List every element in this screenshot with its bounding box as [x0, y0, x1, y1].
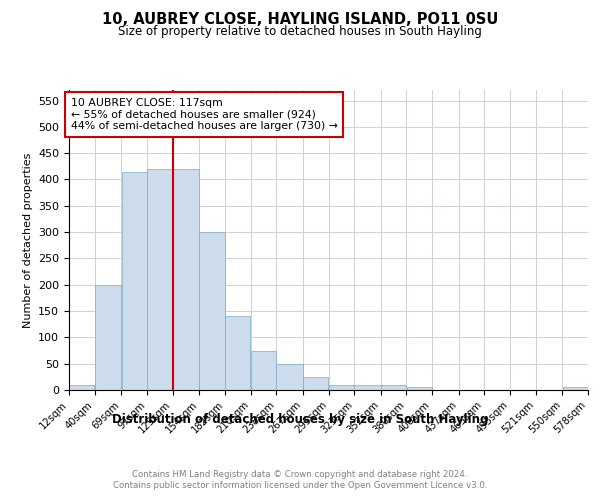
Text: Size of property relative to detached houses in South Hayling: Size of property relative to detached ho… — [118, 25, 482, 38]
Bar — [303, 377, 328, 390]
Text: Contains HM Land Registry data © Crown copyright and database right 2024.: Contains HM Land Registry data © Crown c… — [132, 470, 468, 479]
Bar — [122, 172, 146, 390]
Bar — [95, 284, 121, 390]
Text: Contains public sector information licensed under the Open Government Licence v3: Contains public sector information licen… — [113, 481, 487, 490]
Text: 10 AUBREY CLOSE: 117sqm
← 55% of detached houses are smaller (924)
44% of semi-d: 10 AUBREY CLOSE: 117sqm ← 55% of detache… — [71, 98, 338, 131]
Y-axis label: Number of detached properties: Number of detached properties — [23, 152, 32, 328]
Bar — [355, 384, 380, 390]
Bar — [199, 232, 224, 390]
Bar — [147, 169, 172, 390]
Bar — [173, 169, 199, 390]
Bar — [407, 388, 432, 390]
Bar — [381, 384, 406, 390]
Bar — [329, 384, 354, 390]
Bar — [69, 384, 94, 390]
Text: 10, AUBREY CLOSE, HAYLING ISLAND, PO11 0SU: 10, AUBREY CLOSE, HAYLING ISLAND, PO11 0… — [102, 12, 498, 28]
Bar — [563, 388, 588, 390]
Text: Distribution of detached houses by size in South Hayling: Distribution of detached houses by size … — [112, 412, 488, 426]
Bar — [251, 350, 276, 390]
Bar — [277, 364, 302, 390]
Bar — [225, 316, 250, 390]
